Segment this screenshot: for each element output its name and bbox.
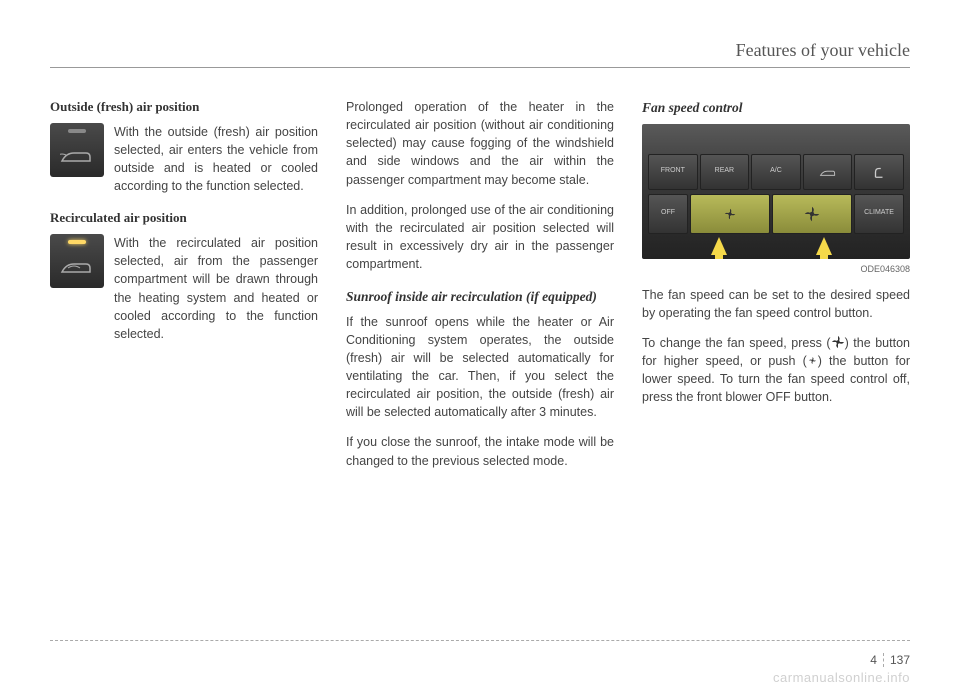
rear-defrost-button: REAR [700, 154, 750, 190]
column-3: Fan speed control FRONT REAR A/C OFF [642, 98, 910, 482]
page-number-value: 137 [890, 653, 910, 667]
col3-para2-a: To change the fan speed, press ( [642, 336, 831, 350]
outside-air-block: With the outside (fresh) air position se… [50, 123, 318, 196]
recirc-air-text: With the recirculated air position selec… [114, 234, 318, 343]
ac-button: A/C [751, 154, 801, 190]
footer-divider [50, 640, 910, 641]
off-button: OFF [648, 194, 688, 234]
fan-up-icon [831, 335, 845, 349]
outside-air-icon [50, 123, 104, 177]
climate-button: CLIMATE [854, 194, 904, 234]
outside-air-text: With the outside (fresh) air position se… [114, 123, 318, 196]
manual-page: Features of your vehicle Outside (fresh)… [0, 0, 960, 689]
col2-para4: If you close the sunroof, the intake mod… [346, 433, 614, 469]
photo-code: ODE046308 [642, 263, 910, 276]
fan-speed-heading: Fan speed control [642, 98, 910, 118]
fan-up-button [772, 194, 852, 234]
sunroof-heading: Sunroof inside air recirculation (if equ… [346, 287, 614, 307]
col3-para2: To change the fan speed, press () the bu… [642, 334, 910, 407]
fan-down-button [690, 194, 770, 234]
col2-para1: Prolonged operation of the heater in the… [346, 98, 614, 189]
recirc-air-heading: Recirculated air position [50, 209, 318, 228]
front-defrost-button: FRONT [648, 154, 698, 190]
section-number: 4 [870, 653, 877, 667]
col2-para2: In addition, prolonged use of the air co… [346, 201, 614, 274]
recirc-air-icon [50, 234, 104, 288]
column-2: Prolonged operation of the heater in the… [346, 98, 614, 482]
column-1: Outside (fresh) air position With the ou… [50, 98, 318, 482]
fan-control-photo: FRONT REAR A/C OFF [642, 124, 910, 259]
page-number: 4 137 [870, 653, 910, 667]
recirc-button [803, 154, 853, 190]
content-columns: Outside (fresh) air position With the ou… [50, 98, 910, 482]
col2-para3: If the sunroof opens while the heater or… [346, 313, 614, 422]
watermark: carmanualsonline.info [773, 670, 910, 685]
recirc-air-block: With the recirculated air position selec… [50, 234, 318, 343]
seat-button [854, 154, 904, 190]
fan-down-icon [807, 355, 818, 366]
outside-air-heading: Outside (fresh) air position [50, 98, 318, 117]
col3-para1: The fan speed can be set to the desired … [642, 286, 910, 322]
page-header: Features of your vehicle [50, 40, 910, 68]
